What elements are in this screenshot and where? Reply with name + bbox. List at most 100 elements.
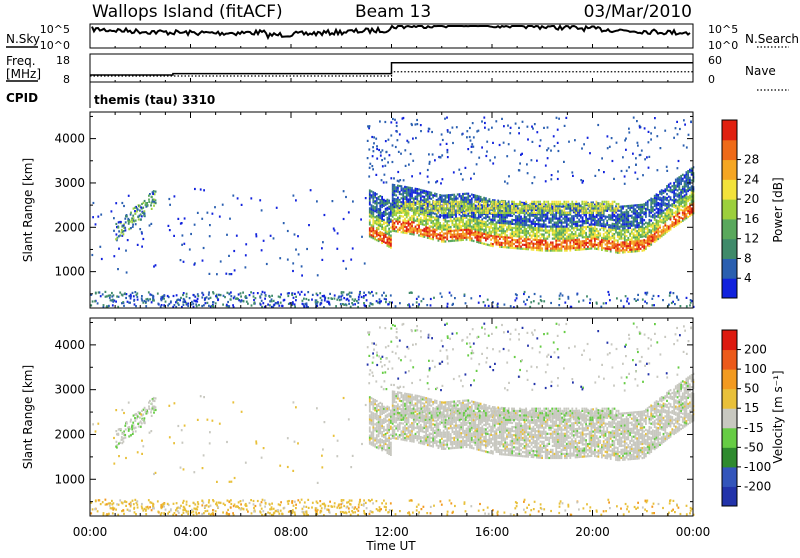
power-cell	[513, 219, 515, 221]
power-cell	[635, 218, 637, 220]
power-cell	[443, 235, 445, 237]
power-cell	[489, 244, 491, 246]
power-cell	[483, 301, 485, 303]
power-cell	[553, 201, 555, 203]
power-cell	[469, 229, 471, 231]
power-cell	[499, 226, 501, 228]
power-cell	[573, 203, 575, 205]
power-cell	[496, 237, 498, 239]
power-cell	[589, 232, 591, 234]
power-cell	[566, 208, 568, 210]
power-cell	[555, 234, 557, 236]
power-cell	[111, 210, 113, 212]
power-cell	[568, 230, 570, 232]
power-cell	[438, 234, 440, 236]
power-cell	[664, 212, 666, 214]
power-cell	[603, 229, 605, 231]
power-cell	[390, 237, 392, 239]
power-cell	[436, 229, 438, 231]
power-cell	[406, 198, 408, 200]
power-cell	[619, 218, 621, 220]
power-cell	[517, 219, 519, 221]
power-cell	[322, 241, 324, 243]
power-cell	[647, 228, 649, 230]
power-cell	[642, 242, 644, 244]
power-cell	[518, 243, 520, 245]
power-cell	[127, 239, 129, 241]
power-cell	[441, 234, 443, 236]
power-cell	[489, 216, 491, 218]
power-cell	[201, 296, 203, 298]
power-cell	[529, 234, 531, 236]
power-cell	[580, 230, 582, 232]
power-cell	[642, 218, 644, 220]
power-cell	[670, 226, 672, 228]
power-cell	[657, 232, 659, 234]
power-cell	[613, 245, 615, 247]
power-cell	[137, 209, 139, 211]
power-cell	[464, 225, 466, 227]
power-cell	[302, 300, 304, 302]
power-cell	[571, 239, 573, 241]
power-cell	[636, 240, 638, 242]
power-cell	[395, 220, 397, 222]
power-cell	[293, 195, 295, 197]
power-cell	[666, 199, 668, 201]
power-cell	[650, 204, 652, 206]
power-cell	[529, 238, 531, 240]
power-cell	[448, 214, 450, 216]
power-cell	[640, 228, 642, 230]
power-cell	[518, 215, 520, 217]
power-cell	[514, 299, 516, 301]
power-cell	[181, 244, 183, 246]
power-cell	[596, 234, 598, 236]
power-cell	[100, 214, 102, 216]
power-cell	[639, 154, 641, 156]
power-cell	[573, 223, 575, 225]
power-cell	[438, 228, 440, 230]
power-cell	[292, 270, 294, 272]
power-cell	[585, 238, 587, 240]
power-cell	[419, 205, 421, 207]
power-cell	[381, 159, 383, 161]
power-cell	[228, 305, 230, 307]
power-cell	[521, 210, 523, 212]
power-cell	[573, 219, 575, 221]
power-cell	[601, 219, 603, 221]
power-cell	[657, 222, 659, 224]
power-cell	[653, 295, 655, 297]
power-cell	[474, 214, 476, 216]
power-cell	[131, 219, 133, 221]
power-cell	[402, 216, 404, 218]
power-cell	[619, 238, 621, 240]
power-cell	[463, 207, 465, 209]
power-cell	[513, 235, 515, 237]
power-cell	[449, 207, 451, 209]
power-cell	[388, 216, 390, 218]
power-cell	[535, 201, 537, 203]
power-cell	[474, 222, 476, 224]
power-cell	[541, 212, 543, 214]
power-cell	[492, 162, 494, 164]
power-cell	[422, 189, 424, 191]
power-cell	[397, 191, 399, 193]
power-cell	[657, 214, 659, 216]
power-cell	[219, 216, 221, 218]
power-cell	[661, 203, 663, 205]
power-cell	[552, 232, 554, 234]
power-cell	[622, 225, 624, 227]
power-cell	[580, 216, 582, 218]
power-cell	[383, 239, 385, 241]
power-cell	[573, 243, 575, 245]
power-cell	[434, 159, 436, 161]
power-cell	[416, 218, 418, 220]
power-cell	[678, 160, 680, 162]
power-cell	[504, 220, 506, 222]
power-cell	[626, 245, 628, 247]
power-cell	[374, 222, 376, 224]
power-cell	[541, 225, 543, 227]
power-cell	[503, 214, 505, 216]
power-cell	[376, 199, 378, 201]
power-cell	[372, 233, 374, 235]
power-cell	[496, 231, 498, 233]
